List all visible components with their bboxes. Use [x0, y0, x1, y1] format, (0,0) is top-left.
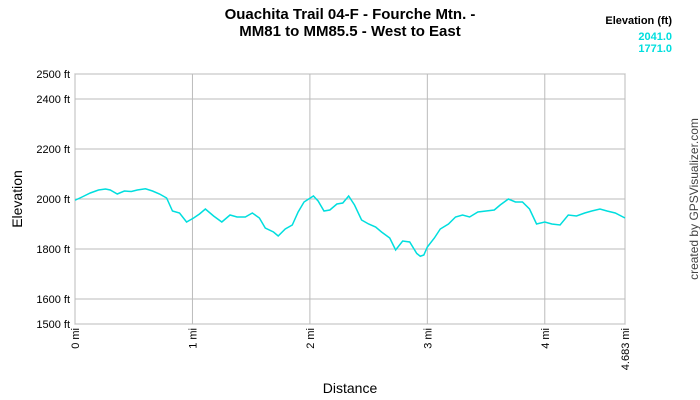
x-axis-label: Distance: [323, 380, 378, 396]
y-tick-label: 1800 ft: [36, 244, 70, 256]
chart-title: MM81 to MM85.5 - West to East: [239, 23, 460, 40]
chart-title: Ouachita Trail 04-F - Fourche Mtn. -: [225, 6, 476, 23]
x-tick-label: 2 mi: [305, 328, 317, 349]
x-tick-label: 1 mi: [187, 328, 199, 349]
y-tick-label: 1600 ft: [36, 294, 70, 306]
y-tick-label: 2500 ft: [36, 69, 70, 81]
legend-min: 1771.0: [638, 43, 672, 55]
y-tick-label: 2000 ft: [36, 194, 70, 206]
x-tick-label: 4 mi: [540, 328, 552, 349]
legend-max: 2041.0: [638, 31, 672, 43]
x-tick-label: 4.683 mi: [620, 328, 632, 370]
elevation-line: [74, 187, 626, 258]
y-tick-label: 2400 ft: [36, 94, 70, 106]
x-tick-label: 0 mi: [70, 328, 82, 349]
legend-title: Elevation (ft): [605, 15, 672, 27]
y-tick-label: 2200 ft: [36, 144, 70, 156]
y-axis-label: Elevation: [9, 170, 25, 228]
x-tick-label: 3 mi: [422, 328, 434, 349]
credit: created by GPSVisualizer.com: [687, 118, 700, 280]
y-tick-label: 1500 ft: [36, 319, 70, 331]
